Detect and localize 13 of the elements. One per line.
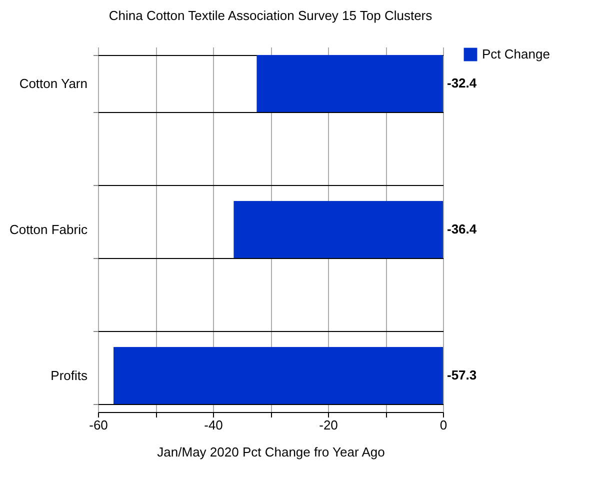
legend-label: Pct Change — [482, 46, 550, 62]
data-label: -36.4 — [447, 222, 478, 236]
x-tick-label: 0 — [440, 418, 448, 432]
x-tick-label: -20 — [319, 418, 338, 432]
y-tick-label: Cotton Fabric — [9, 222, 88, 237]
data-label: -57.3 — [447, 368, 477, 382]
chart-title: China Cotton Textile Association Survey 15 Top Clusters — [108, 8, 433, 23]
y-tick-label: Cotton Yarn — [19, 76, 88, 91]
x-tick-label: -60 — [89, 418, 108, 432]
data-label: -32.4 — [447, 76, 478, 90]
y-tick-label: Profits — [50, 368, 88, 383]
x-tick-label: -40 — [204, 418, 223, 432]
x-axis-title: Jan/May 2020 Pct Change fro Year Ago — [157, 444, 385, 460]
